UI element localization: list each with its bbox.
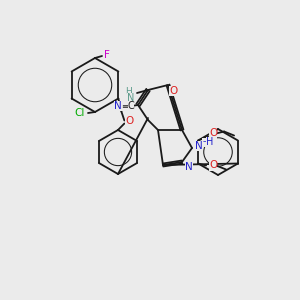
Text: O: O [209,128,217,139]
Text: C: C [128,101,134,111]
Text: H: H [128,100,134,109]
Text: N: N [195,141,203,151]
Text: Cl: Cl [75,108,85,118]
Text: —: — [202,137,210,146]
Text: O: O [169,86,177,96]
Text: F: F [104,50,110,60]
Text: H: H [126,86,132,95]
Text: N: N [114,101,122,111]
Text: ≡: ≡ [122,101,128,110]
Text: H: H [206,137,214,147]
Text: O: O [209,160,217,170]
Text: N: N [185,162,193,172]
Text: O: O [125,116,134,127]
Text: N: N [127,93,135,103]
